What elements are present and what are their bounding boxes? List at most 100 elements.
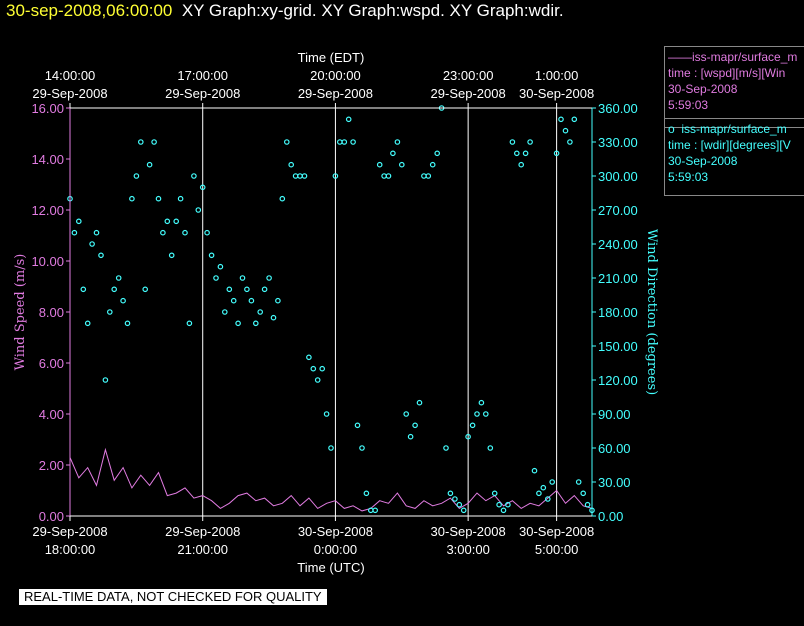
bottom-axis-label: Time (UTC) xyxy=(297,560,364,575)
bottom-tick-date: 29-Sep-2008 xyxy=(32,524,107,539)
wdir-point xyxy=(168,252,175,259)
wdir-point xyxy=(151,139,157,145)
wdir-point xyxy=(354,422,361,429)
wdir-point xyxy=(341,139,348,145)
wdir-point xyxy=(332,173,339,179)
bottom-tick-date: 30-Sep-2008 xyxy=(431,524,506,539)
wdir-point xyxy=(385,173,392,179)
wdir-point xyxy=(336,139,343,145)
wdir-point xyxy=(226,286,233,293)
wdir-point xyxy=(469,422,476,429)
top-tick-time: 20:00:00 xyxy=(310,68,361,83)
wdir-point xyxy=(562,127,569,134)
wdir-point xyxy=(98,252,104,259)
legend-wdir-marker: o xyxy=(668,122,675,136)
wdir-point xyxy=(80,286,87,293)
wdir-point xyxy=(76,218,82,225)
legend-wdir-line4: 5:59:03 xyxy=(668,170,709,184)
wdir-point xyxy=(531,467,538,474)
top-tick-time: 14:00:00 xyxy=(45,68,96,83)
top-tick-time: 1:00:00 xyxy=(535,68,578,83)
bottom-tick-date: 29-Sep-2008 xyxy=(165,524,240,539)
wdir-point xyxy=(429,161,436,168)
wdir-point xyxy=(496,501,502,508)
wdir-point xyxy=(407,433,414,440)
top-tick-date: 30-Sep-2008 xyxy=(519,86,594,101)
legend-wspd-line2: time : [wspd][m/s][Win xyxy=(668,66,786,80)
wdir-point xyxy=(536,490,542,497)
wdir-point xyxy=(363,490,370,497)
wdir-point xyxy=(412,422,418,429)
wdir-point xyxy=(376,161,383,168)
wdir-point xyxy=(500,507,507,514)
left-axis-label: Wind Speed (m/s) xyxy=(13,254,28,371)
right-tick-label: 0.00 xyxy=(598,509,623,524)
wdir-point xyxy=(217,263,224,270)
wdir-point xyxy=(222,309,228,315)
wdir-point xyxy=(584,501,591,508)
wdir-point xyxy=(394,139,401,145)
wdir-point xyxy=(443,445,449,451)
left-tick-label: 2.00 xyxy=(39,458,64,473)
wdir-point xyxy=(89,241,95,247)
bottom-tick-time: 21:00:00 xyxy=(177,542,228,557)
bottom-tick-time: 3:00:00 xyxy=(446,542,489,557)
wdir-point xyxy=(491,490,498,497)
right-tick-label: 30.00 xyxy=(598,475,631,490)
timestamp: 30-sep-2008,06:00:00 xyxy=(6,1,173,20)
wdir-point xyxy=(288,161,295,168)
wdir-point xyxy=(567,139,573,145)
wdir-point xyxy=(478,399,485,406)
wdir-point xyxy=(146,161,153,168)
wdir-point xyxy=(390,150,396,157)
top-tick-date: 29-Sep-2008 xyxy=(32,86,107,101)
left-tick-label: 8.00 xyxy=(39,305,64,320)
wdir-point xyxy=(84,320,91,327)
wdir-point xyxy=(160,229,166,236)
right-tick-label: 360.00 xyxy=(598,101,638,116)
wdir-point xyxy=(182,229,188,236)
wdir-point xyxy=(213,275,219,281)
legend-wspd-line4: 5:59:03 xyxy=(668,98,709,112)
wdir-point xyxy=(93,229,100,236)
wdir-point xyxy=(244,286,250,293)
wdir-point xyxy=(301,173,308,179)
bottom-tick-time: 5:00:00 xyxy=(535,542,578,557)
right-tick-label: 210.00 xyxy=(598,271,638,286)
top-tick-time: 17:00:00 xyxy=(177,68,228,83)
top-tick-time: 23:00:00 xyxy=(443,68,494,83)
wdir-point xyxy=(487,445,494,451)
top-tick-date: 29-Sep-2008 xyxy=(165,86,240,101)
left-tick-label: 10.00 xyxy=(31,254,64,269)
wdir-point xyxy=(173,218,180,225)
wdir-point xyxy=(319,365,326,372)
wdir-point xyxy=(372,507,379,514)
wdir-point xyxy=(350,139,356,145)
wdir-point xyxy=(460,507,467,514)
wdir-point xyxy=(549,479,556,485)
right-tick-label: 270.00 xyxy=(598,203,638,218)
wdir-point xyxy=(522,150,529,157)
wdir-point xyxy=(310,365,317,372)
legend-wspd-line1: iss-mapr/surface_m xyxy=(692,50,798,64)
wdir-point xyxy=(71,229,78,236)
chart-title: 30-sep-2008,06:00:00 XY Graph:xy-grid. X… xyxy=(6,1,564,21)
wdir-point xyxy=(527,139,533,145)
right-tick-label: 300.00 xyxy=(598,169,638,184)
wdir-point xyxy=(283,139,290,145)
wdir-point xyxy=(558,116,564,123)
wdir-point xyxy=(403,411,410,417)
bottom-tick-time: 18:00:00 xyxy=(45,542,96,557)
legend-wspd-line3: 30-Sep-2008 xyxy=(668,82,738,96)
left-tick-label: 4.00 xyxy=(39,407,64,422)
wdir-point xyxy=(155,195,162,202)
top-tick-date: 29-Sep-2008 xyxy=(431,86,506,101)
wdir-point xyxy=(359,445,365,451)
wdir-point xyxy=(275,297,281,304)
wdir-point xyxy=(133,173,140,179)
wdir-point xyxy=(482,411,489,417)
wdir-point xyxy=(580,490,587,497)
wdir-point xyxy=(323,411,330,417)
wdir-point xyxy=(425,173,432,179)
wdir-point xyxy=(266,275,272,281)
